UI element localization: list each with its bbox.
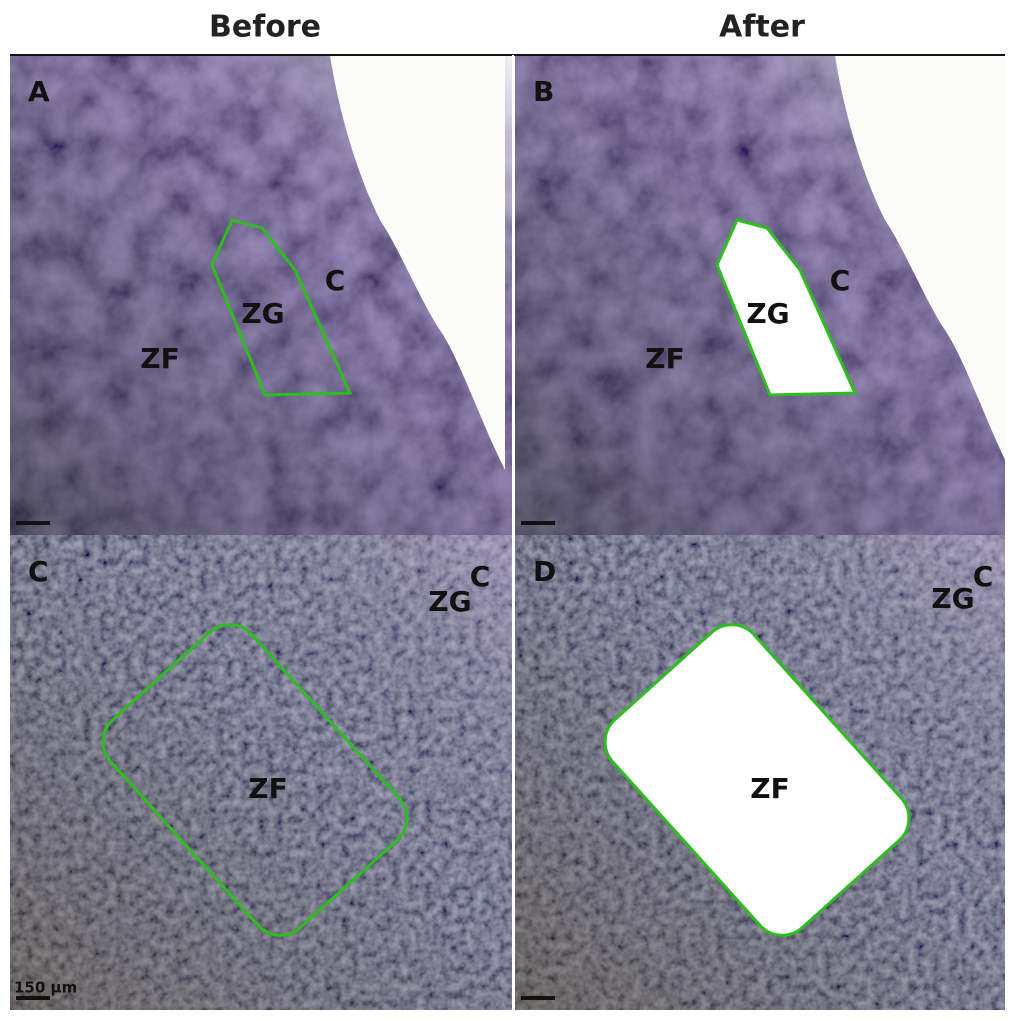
scale-bar-label: 150 µm (14, 979, 77, 997)
region-label: ZG (931, 582, 974, 615)
scale-bar (521, 996, 555, 1000)
image (10, 55, 513, 535)
region-label: ZG (241, 297, 284, 330)
region-label: C (325, 264, 346, 297)
region-label: ZF (248, 772, 287, 805)
image (515, 55, 1010, 535)
scale-bar (521, 521, 555, 525)
region-label: C (973, 560, 994, 593)
panel-letter: A (28, 75, 50, 108)
region-label: C (470, 560, 491, 593)
panel: B ZG C ZF (515, 55, 1010, 535)
panel-letter: C (28, 555, 49, 588)
panel-letter: D (533, 555, 556, 588)
panel: A ZG C ZF (10, 55, 513, 535)
column-header: Before (209, 10, 321, 45)
region-label: ZF (645, 342, 684, 375)
scale-bar (16, 521, 50, 525)
region-label: ZF (140, 342, 179, 375)
scale-bar (16, 996, 50, 1000)
column-header: After (719, 10, 805, 45)
region-label: ZG (428, 585, 471, 618)
figure: Before After AZGCZFBZGCZFCZFZGCDZFZGC150… (0, 0, 1010, 1017)
region-label: C (830, 264, 851, 297)
panel: D ZF ZGC (515, 535, 1005, 1010)
region-label: ZG (746, 297, 789, 330)
panel-letter: B (533, 75, 554, 108)
region-label: ZF (750, 772, 789, 805)
